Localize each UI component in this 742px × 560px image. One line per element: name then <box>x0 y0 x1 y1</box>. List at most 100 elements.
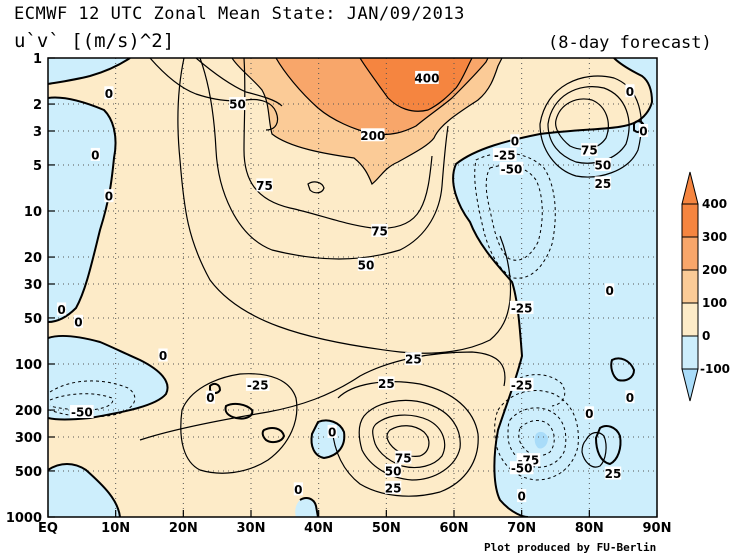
pos-contour <box>139 351 506 441</box>
neg-region-bottom-left <box>48 464 120 517</box>
contour-label-bg <box>638 123 649 137</box>
contour-label: -50 <box>71 406 93 420</box>
contour-label: 0 <box>294 483 302 497</box>
contour-label-bg <box>90 147 100 161</box>
contour-label: 0 <box>74 315 82 329</box>
neg-contour <box>49 393 114 411</box>
neg-region-small-3 <box>295 498 318 517</box>
x-tick-label: 70N <box>507 521 536 536</box>
x-axis-tick-labels: EQ 10N 20N 30N 40N 50N 60N 70N 80N 90N <box>38 521 671 536</box>
y-tick-label: 100 <box>15 358 42 373</box>
contour-label: -50 <box>511 462 533 476</box>
neg-contour <box>518 420 555 456</box>
colorbar-label: 400 <box>702 197 727 211</box>
x-tick-label: 20N <box>169 521 198 536</box>
x-tick-label: EQ <box>38 521 58 536</box>
contour-label: 25 <box>405 353 422 367</box>
y-tick-label: 500 <box>15 465 42 480</box>
colorbar-label: 300 <box>702 230 727 244</box>
x-tick-label: 60N <box>440 521 469 536</box>
contour-label-bg <box>510 134 520 148</box>
contour-label-bg <box>594 176 612 190</box>
contour-label-bg <box>604 466 622 480</box>
contour-label: 50 <box>358 258 375 272</box>
contour-label-bg <box>104 86 114 100</box>
x-tick-label: 30N <box>237 521 266 536</box>
contour-label-bg <box>56 302 67 316</box>
contour-labels: 400200500007575500-25-5075502500000-2502… <box>56 70 649 504</box>
x-tick-label: 50N <box>372 521 401 536</box>
neg-contour <box>507 407 567 468</box>
colorbar-labels: -100 0 100 200 300 400 <box>700 197 730 376</box>
pos-contour <box>177 58 512 354</box>
y-tick-label: 30 <box>24 278 42 293</box>
y-tick-label: 5 <box>33 159 42 174</box>
forecast-label: (8-day forecast) <box>548 33 712 53</box>
contour-label-bg <box>625 84 635 98</box>
contour-label-bg <box>605 283 615 297</box>
contour-label-bg <box>584 406 594 420</box>
contour-label-bg <box>327 424 337 438</box>
contour-label: 0 <box>159 349 167 363</box>
zero-contour <box>299 497 319 517</box>
colorbar-label: -100 <box>700 362 730 376</box>
contour-label: 0 <box>105 87 113 101</box>
chart-title: ECMWF 12 UTC Zonal Mean State: JAN/09/20… <box>14 4 465 24</box>
pos-contour <box>180 373 298 474</box>
contour-label-bg <box>492 147 517 161</box>
contour-label: -25 <box>494 148 516 162</box>
contour-label-bg <box>293 482 303 496</box>
contour-label-bg <box>395 450 412 464</box>
contour-label: 75 <box>581 144 598 158</box>
x-tick-label: 40N <box>304 521 333 536</box>
pos-contour <box>199 58 449 260</box>
contour-label-bg <box>517 489 527 503</box>
contour-label-bg <box>357 257 375 271</box>
contour-label-bg <box>158 348 168 362</box>
pos-contour <box>539 75 642 178</box>
x-tick-label: 10N <box>101 521 130 536</box>
colorbar-label: 100 <box>702 296 727 310</box>
pos-contour <box>307 181 325 194</box>
pos-contour <box>275 58 489 136</box>
contour-label: 400 <box>414 71 439 85</box>
y-tick-label: 3 <box>33 125 42 140</box>
contour-label: 0 <box>511 135 519 149</box>
contour-label: 75 <box>371 224 388 238</box>
contour-label: 50 <box>229 98 246 112</box>
contour-label-bg <box>625 390 635 404</box>
x-tick-label: 90N <box>643 521 672 536</box>
contour-label: 25 <box>385 481 402 495</box>
contour-label: 0 <box>626 391 634 405</box>
contour-label: 0 <box>105 190 113 204</box>
contour-label: -50 <box>501 162 523 176</box>
pos-contour <box>547 86 630 164</box>
pos-contour <box>243 58 433 229</box>
contour-label-bg <box>499 161 524 175</box>
pos-contour <box>359 58 473 112</box>
field-layer <box>48 58 657 517</box>
colorbar-top-arrow <box>681 171 699 205</box>
contour-label-bg <box>245 377 270 391</box>
colorbar-label: 0 <box>702 329 710 343</box>
contour-label-bg <box>256 178 273 192</box>
contour-label: 0 <box>626 85 634 99</box>
colorbar-segment-neg <box>681 335 699 370</box>
contour-label: 25 <box>605 467 622 481</box>
contour-label-bg <box>371 223 388 237</box>
zero-contour <box>48 58 131 85</box>
contour-label: 0 <box>206 391 214 405</box>
contour-label-bg <box>594 157 612 171</box>
pos-contour <box>149 58 279 131</box>
pos-contour <box>231 58 503 185</box>
neg-contour <box>485 164 543 261</box>
contour-label-bg <box>104 189 114 203</box>
contour-label-bg <box>509 300 534 314</box>
contour-label-bg <box>405 352 422 366</box>
zero-contour <box>594 425 622 466</box>
neg-region-small-2 <box>596 426 621 464</box>
colorbar-segment-200-300 <box>681 236 699 271</box>
zero-contour <box>610 357 636 382</box>
pos-contour <box>195 58 283 107</box>
